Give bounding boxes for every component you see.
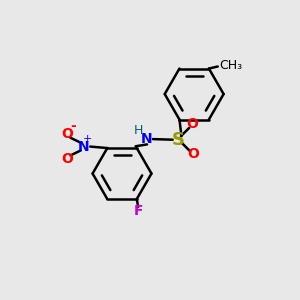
Text: +: + — [82, 134, 92, 144]
Text: F: F — [134, 204, 143, 218]
Text: O: O — [186, 117, 198, 131]
Text: N: N — [78, 140, 90, 154]
Text: O: O — [61, 127, 74, 141]
Text: CH₃: CH₃ — [219, 58, 242, 71]
Text: -: - — [70, 119, 76, 133]
Text: N: N — [141, 132, 153, 146]
Text: S: S — [172, 131, 184, 149]
Text: O: O — [187, 147, 199, 161]
Text: O: O — [61, 152, 74, 166]
Text: H: H — [134, 124, 143, 137]
